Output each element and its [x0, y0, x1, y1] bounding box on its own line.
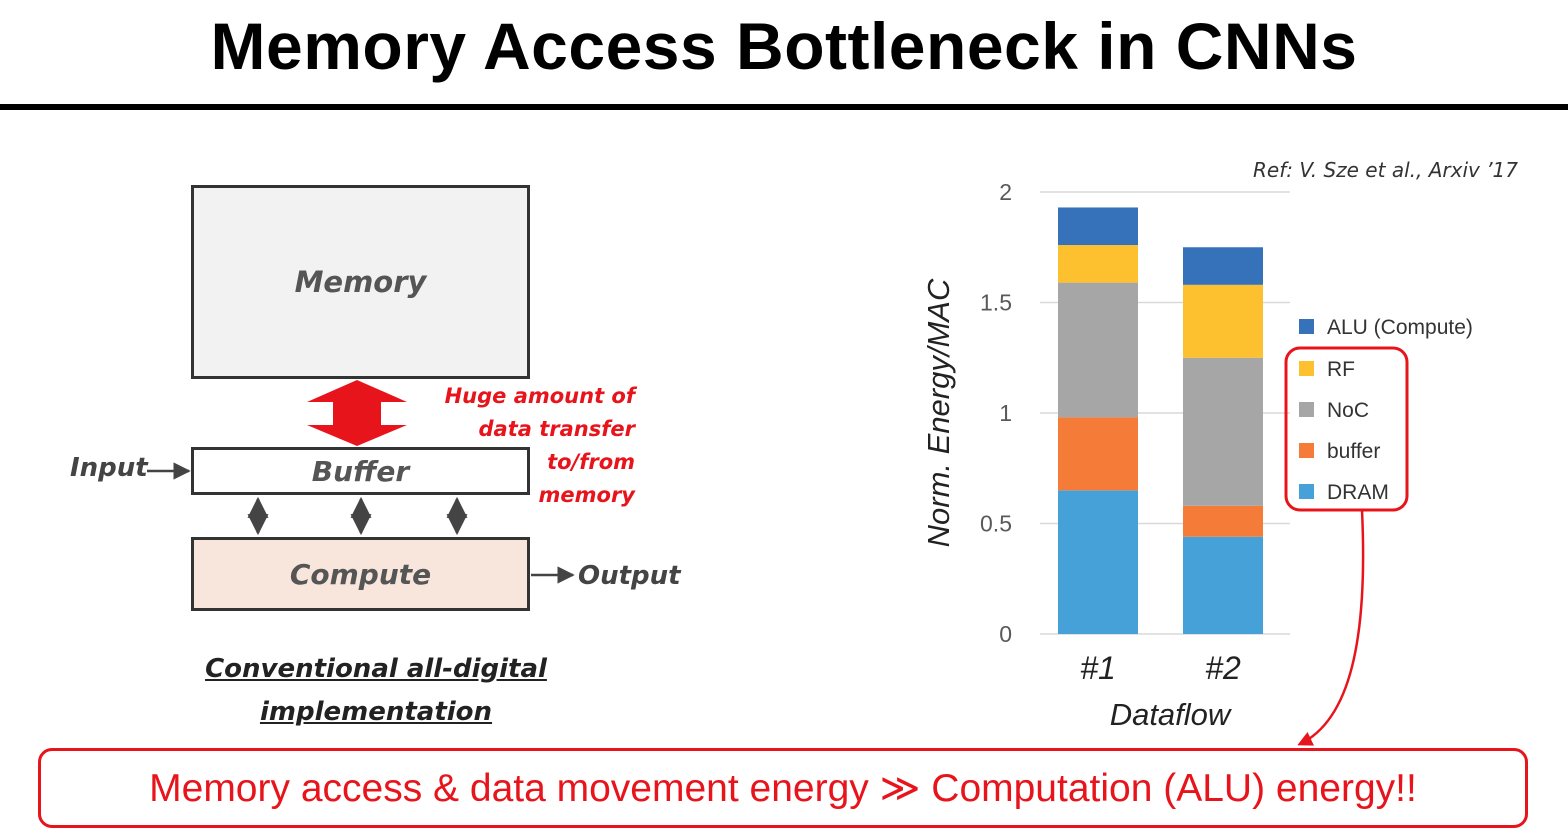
bar-segment-dram [1183, 536, 1263, 634]
y-tick-label: 2 [999, 179, 1012, 205]
reference-citation: Ref: V. Sze et al., Arxiv ’17 [1253, 158, 1518, 182]
input-label: Input [70, 453, 148, 483]
bar-segment-noc [1058, 282, 1138, 418]
x-axis-label: Dataflow [1110, 697, 1233, 732]
conclusion-text: Memory access & data movement energy ≫ C… [149, 766, 1417, 810]
highlight-to-conclusion-arrow [1297, 509, 1365, 746]
transfer-note: Huge amount of data transfer to/from mem… [430, 380, 635, 512]
bar-segment-dram [1058, 490, 1138, 634]
buffer-block: Buffer [191, 447, 530, 495]
output-label: Output [578, 561, 681, 591]
legend-swatch [1299, 402, 1314, 417]
y-tick-label: 1.5 [980, 290, 1012, 316]
bar-segment-buffer [1058, 417, 1138, 491]
buffer-label: Buffer [311, 454, 410, 488]
bar-segment-rf [1058, 245, 1138, 283]
legend-label: RF [1327, 358, 1355, 381]
legend-swatch [1299, 443, 1314, 458]
transfer-note-line: to/from [547, 450, 635, 474]
transfer-note-line: memory [538, 483, 635, 507]
compute-block: Compute [191, 537, 530, 611]
y-tick-label: 1 [999, 400, 1012, 426]
x-tick-label: #1 [1080, 650, 1116, 686]
title-divider [0, 104, 1568, 110]
legend-swatch [1299, 319, 1314, 334]
bar-segment-alu-compute [1183, 247, 1263, 285]
legend-highlight-box [1284, 346, 1409, 512]
data-transfer-double-arrow [307, 380, 407, 446]
y-tick-label: 0.5 [980, 511, 1012, 537]
caption-line: Conventional all-digital [205, 654, 547, 684]
transfer-note-line: data transfer [478, 417, 635, 441]
bar-segment-rf [1183, 284, 1263, 358]
legend-swatch [1299, 484, 1314, 499]
diagram-caption: Conventional all-digital implementation [176, 648, 576, 734]
y-tick-label: 0 [999, 621, 1012, 647]
bar-segment-alu-compute [1058, 207, 1138, 246]
legend-swatch [1299, 361, 1314, 376]
conclusion-box: Memory access & data movement energy ≫ C… [38, 748, 1528, 828]
energy-chart: 0 0.5 1 1.5 2 #1 #2 Dataflow Norm. Energy/MAC ALU… [921, 179, 1473, 732]
compute-label: Compute [289, 557, 432, 591]
bar-segment-buffer [1183, 505, 1263, 537]
legend-label: NoC [1327, 399, 1369, 422]
legend-label: DRAM [1327, 481, 1389, 504]
transfer-note-line: Huge amount of [444, 384, 635, 408]
x-tick-label: #2 [1205, 650, 1241, 686]
legend-label: buffer [1327, 440, 1380, 463]
bar-segment-noc [1183, 357, 1263, 506]
caption-line: implementation [259, 697, 493, 727]
memory-label: Memory [294, 265, 427, 299]
slide-title: Memory Access Bottleneck in CNNs [210, 9, 1358, 83]
y-axis-label: Norm. Energy/MAC [921, 278, 956, 547]
legend-label: ALU (Compute) [1327, 316, 1473, 339]
memory-block: Memory [191, 185, 530, 379]
